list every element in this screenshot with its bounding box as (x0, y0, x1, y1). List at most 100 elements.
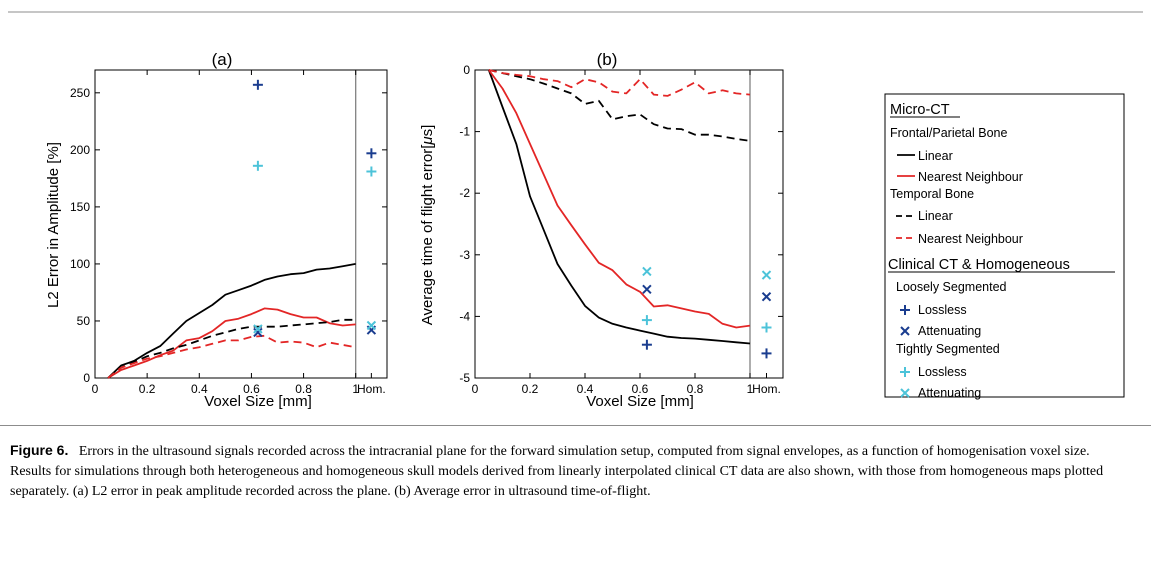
legend-marker-loose-lossless (900, 305, 910, 315)
panel-b-points (641, 266, 772, 359)
legend-loose-atten: Attenuating (918, 324, 981, 338)
point-stroke-d2 (642, 284, 652, 295)
ytick-label-b: -3 (459, 248, 470, 262)
legend-group-tight: Tightly Segmented (896, 342, 1000, 356)
series-line-b-3 (488, 69, 751, 97)
xtick-label-b: 0.4 (577, 382, 594, 396)
ytick-label-b: -1 (459, 125, 470, 139)
legend-heading-micro: Micro-CT (890, 102, 950, 118)
legend-box (884, 93, 1125, 398)
legend-temporal-linear: Linear (918, 209, 953, 223)
panel-a-points (252, 79, 377, 338)
xtick-label-b: 0 (472, 382, 479, 396)
xtick-label-hom-b: Hom. (752, 382, 781, 396)
xtick-label-hom-a: Hom. (357, 382, 386, 396)
axes-box-a (94, 69, 388, 379)
panel-b-ylabel: Average time of flight error[μs] (419, 125, 436, 326)
xtick-label-b: 1 (747, 382, 754, 396)
legend-frontal-linear: Linear (918, 149, 953, 163)
legend-tight-lossless: Lossless (918, 365, 967, 379)
panel-a-ylabel: L2 Error in Amplitude [%] (45, 142, 62, 308)
point-b-3 (641, 339, 652, 350)
point-b-0 (642, 266, 652, 277)
point-b-2 (641, 315, 652, 326)
figure-caption: Figure 6. Errors in the ultrasound signa… (10, 440, 1130, 502)
ytick-label-a: 50 (77, 314, 91, 328)
xtick-label-b: 0.8 (687, 382, 704, 396)
series-line-a-1 (107, 307, 356, 379)
point-b-7 (761, 348, 772, 359)
panel-b-ylabel-text: Average time of flight error[ (419, 144, 436, 325)
xtick-label-a: 0 (92, 382, 99, 396)
series-line-a-2 (107, 318, 356, 379)
series-line-a-0 (107, 263, 356, 379)
point-stroke-d2 (642, 266, 652, 277)
legend-marker-tight-atten (900, 388, 910, 398)
legend: Micro-CT Frontal/Parietal Bone Linear Ne… (884, 93, 1125, 400)
legend-marker-tight-atten-b (900, 388, 910, 398)
xtick-label-a: 0.4 (191, 382, 208, 396)
point-stroke-d2 (253, 327, 263, 338)
point-stroke-d2 (761, 291, 772, 302)
point-b-6 (761, 322, 772, 333)
panel-b-ylabel-unit-tail: s] (419, 125, 436, 137)
point-a-5 (366, 166, 377, 177)
ytick-label-a: 200 (70, 143, 90, 157)
xtick-label-a: 0.6 (243, 382, 260, 396)
legend-marker-loose-atten (900, 326, 910, 336)
series-line-b-2 (488, 69, 751, 142)
panel-b-xlabel: Voxel Size [mm] (586, 393, 694, 410)
panel-b: (b) Average time of flight error[μs] Vox… (419, 50, 784, 410)
panel-b-series (487, 69, 751, 345)
caption-rule (0, 425, 1151, 426)
panel-a-series (107, 263, 356, 379)
point-stroke-d2 (366, 320, 377, 331)
legend-heading-clinical: Clinical CT & Homogeneous (888, 257, 1070, 273)
xtick-label-a: 1 (352, 382, 359, 396)
ytick-label-a: 150 (70, 200, 90, 214)
panel-b-title: (b) (597, 50, 618, 69)
series-line-b-0 (487, 69, 751, 345)
point-b-1 (642, 284, 652, 295)
point-stroke-d2 (761, 270, 772, 280)
xtick-label-a: 0.8 (295, 382, 312, 396)
legend-tight-atten: Attenuating (918, 386, 981, 400)
legend-temporal-nn: Nearest Neighbour (918, 232, 1023, 246)
figure-canvas: (a) L2 Error in Amplitude [%] Voxel Size… (8, 11, 1143, 410)
legend-group-temporal: Temporal Bone (890, 187, 974, 201)
legend-frontal-nn: Nearest Neighbour (918, 170, 1023, 184)
point-a-4 (366, 148, 377, 159)
ytick-label-a: 0 (83, 371, 90, 385)
xtick-label-a: 0.2 (139, 382, 156, 396)
legend-marker-tight-lossless (900, 367, 910, 377)
caption-label: Figure 6. (10, 442, 69, 458)
panel-a-xlabel: Voxel Size [mm] (204, 393, 312, 410)
ytick-label-b: 0 (463, 63, 470, 77)
ytick-label-a: 250 (70, 86, 90, 100)
ytick-label-b: -2 (459, 186, 470, 200)
legend-group-loose: Loosely Segmented (896, 280, 1007, 294)
point-a-0 (252, 79, 263, 90)
point-a-7 (366, 320, 377, 331)
ytick-label-a: 100 (70, 257, 90, 271)
point-a-3 (253, 324, 263, 334)
caption-text: Errors in the ultrasound signals recorde… (10, 444, 1104, 499)
legend-group-frontal: Frontal/Parietal Bone (890, 126, 1007, 140)
point-stroke-d2 (253, 324, 263, 334)
ytick-label-b: -5 (459, 371, 470, 385)
point-a-1 (252, 160, 263, 171)
point-b-5 (761, 291, 772, 302)
legend-loose-lossless: Lossless (918, 303, 967, 317)
panel-a-title: (a) (212, 50, 233, 69)
panel-b-ylabel-unit: μ (419, 136, 436, 145)
series-line-a-3 (107, 334, 356, 379)
axes-box-b (474, 69, 784, 379)
ytick-label-b: -4 (459, 309, 470, 323)
xtick-label-b: 0.2 (522, 382, 539, 396)
point-a-2 (253, 327, 263, 338)
xtick-label-b: 0.6 (632, 382, 649, 396)
series-line-b-1 (488, 69, 751, 329)
